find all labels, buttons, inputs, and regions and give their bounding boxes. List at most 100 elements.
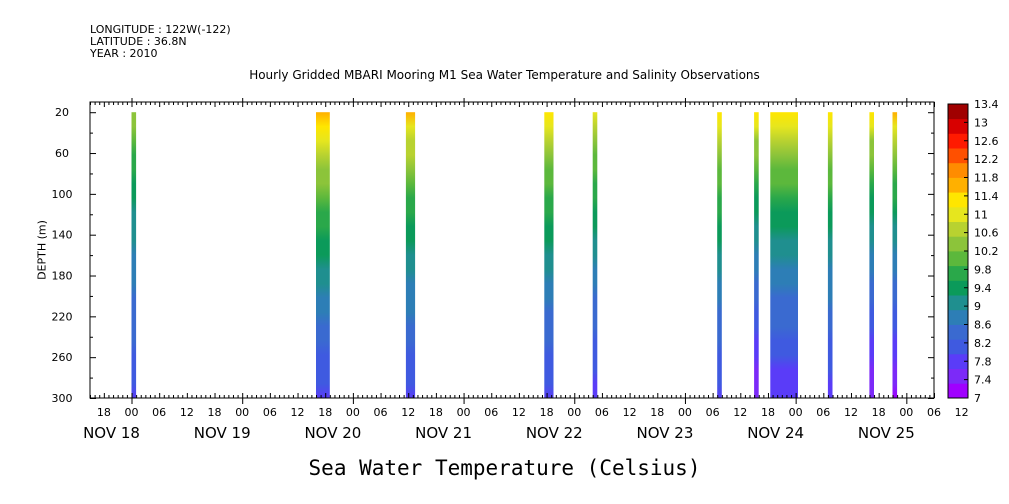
colorbar-swatch <box>948 162 968 178</box>
colorbar-label: 8.2 <box>974 337 992 350</box>
data-columns <box>131 112 898 398</box>
colorbar-swatch <box>948 133 968 149</box>
colorbar-swatch <box>948 265 968 281</box>
x-tick-label: 12 <box>844 406 858 419</box>
colorbar-swatch <box>948 309 968 325</box>
y-tick-label: 60 <box>55 147 69 160</box>
colorbar-label: 9 <box>974 300 981 313</box>
colorbar-swatch <box>948 280 968 296</box>
colorbar-swatch <box>948 118 968 134</box>
data-column <box>316 112 330 398</box>
y-tick-label: 20 <box>55 106 69 119</box>
colorbar-swatch <box>948 324 968 340</box>
y-tick-label: 260 <box>52 351 73 364</box>
colorbar-label: 11.8 <box>974 172 999 185</box>
colorbar-swatch <box>948 383 968 399</box>
data-column <box>892 112 898 398</box>
x-tick-label: 06 <box>816 406 830 419</box>
x-tick-label: 06 <box>706 406 720 419</box>
colorbar-swatch <box>948 295 968 311</box>
colorbar-label: 8.6 <box>974 319 992 332</box>
x-tick-label: 18 <box>650 406 664 419</box>
colorbar-swatch <box>948 339 968 355</box>
x-axis-label: Sea Water Temperature (Celsius) <box>308 456 701 480</box>
data-column <box>754 112 759 398</box>
x-axis-ticks: 18 00 06 12 18 00 06 12 18 00 06 12 18 00 06 12 18 00 06 12… <box>83 98 969 442</box>
y-axis-ticks: 20 60 100 140 180 220 260 300 <box>52 106 934 405</box>
colorbar-label: 12.2 <box>974 153 999 166</box>
x-tick-label: 18 <box>429 406 443 419</box>
data-column <box>544 112 554 398</box>
colorbar-label: 7 <box>974 392 981 405</box>
x-tick-label: 18 <box>761 406 775 419</box>
x-tick-label: 12 <box>733 406 747 419</box>
colorbar: 7 7.4 7.8 8.2 8.6 9 9.4 9.8 10.2 10.6 11 11.4 11.8 12… <box>947 98 999 405</box>
colorbar-swatch <box>948 236 968 252</box>
x-tick-label: 06 <box>595 406 609 419</box>
x-tick-label: 12 <box>955 406 969 419</box>
colorbar-label: 11 <box>974 208 988 221</box>
plot-frame <box>89 101 935 399</box>
x-tick-label: 00 <box>125 406 139 419</box>
x-tick-label: 12 <box>401 406 415 419</box>
data-column <box>592 112 598 398</box>
x-tick-label: 18 <box>208 406 222 419</box>
data-column <box>717 112 722 398</box>
chart-title: Hourly Gridded MBARI Mooring M1 Sea Wate… <box>249 68 760 82</box>
x-tick-label: 18 <box>540 406 554 419</box>
x-tick-label: 18 <box>318 406 332 419</box>
year-label: YEAR : 2010 <box>90 47 158 60</box>
x-day-label: NOV 24 <box>747 424 804 442</box>
x-tick-label: 06 <box>152 406 166 419</box>
y-tick-label: 220 <box>52 310 73 323</box>
colorbar-label: 10.2 <box>974 245 999 258</box>
colorbar-swatch <box>948 177 968 193</box>
x-tick-label: 00 <box>457 406 471 419</box>
x-day-label: NOV 21 <box>415 424 472 442</box>
x-day-label: NOV 22 <box>526 424 583 442</box>
latitude-label: LATITUDE : 36.8N <box>90 35 187 48</box>
x-day-label: NOV 25 <box>858 424 915 442</box>
plot-border <box>89 101 935 399</box>
x-tick-label: 18 <box>97 406 111 419</box>
x-tick-label: 00 <box>899 406 913 419</box>
colorbar-label: 13 <box>974 116 988 129</box>
y-tick-label: 100 <box>52 188 73 201</box>
data-column <box>770 112 798 398</box>
x-day-label: NOV 23 <box>637 424 694 442</box>
longitude-label: LONGITUDE : 122W(-122) <box>90 23 231 36</box>
colorbar-swatch <box>948 148 968 164</box>
x-tick-label: 12 <box>291 406 305 419</box>
x-tick-label: 06 <box>927 406 941 419</box>
colorbar-swatch <box>948 368 968 384</box>
x-day-label: NOV 19 <box>194 424 251 442</box>
x-day-label: NOV 20 <box>304 424 361 442</box>
colorbar-swatch <box>948 251 968 267</box>
colorbar-label: 7.4 <box>974 374 992 387</box>
y-tick-label: 180 <box>52 270 73 283</box>
colorbar-label: 7.8 <box>974 355 992 368</box>
data-column <box>869 112 874 398</box>
x-tick-label: 06 <box>484 406 498 419</box>
x-tick-label: 00 <box>567 406 581 419</box>
colorbar-swatch <box>948 192 968 208</box>
x-tick-label: 06 <box>374 406 388 419</box>
colorbar-label: 13.4 <box>974 98 999 111</box>
x-tick-label: 12 <box>512 406 526 419</box>
x-tick-label: 12 <box>623 406 637 419</box>
data-column <box>131 112 137 398</box>
x-tick-label: 00 <box>346 406 360 419</box>
x-tick-label: 00 <box>678 406 692 419</box>
x-day-label: NOV 18 <box>83 424 140 442</box>
x-tick-label: 18 <box>872 406 886 419</box>
x-tick-label: 06 <box>263 406 277 419</box>
colorbar-swatch <box>948 104 968 120</box>
y-tick-label: 140 <box>52 229 73 242</box>
colorbar-label: 9.4 <box>974 282 992 295</box>
x-tick-label: 12 <box>180 406 194 419</box>
x-tick-label: 00 <box>235 406 249 419</box>
y-tick-label: 300 <box>52 392 73 405</box>
colorbar-swatch <box>948 353 968 369</box>
colorbar-label: 10.6 <box>974 227 999 240</box>
